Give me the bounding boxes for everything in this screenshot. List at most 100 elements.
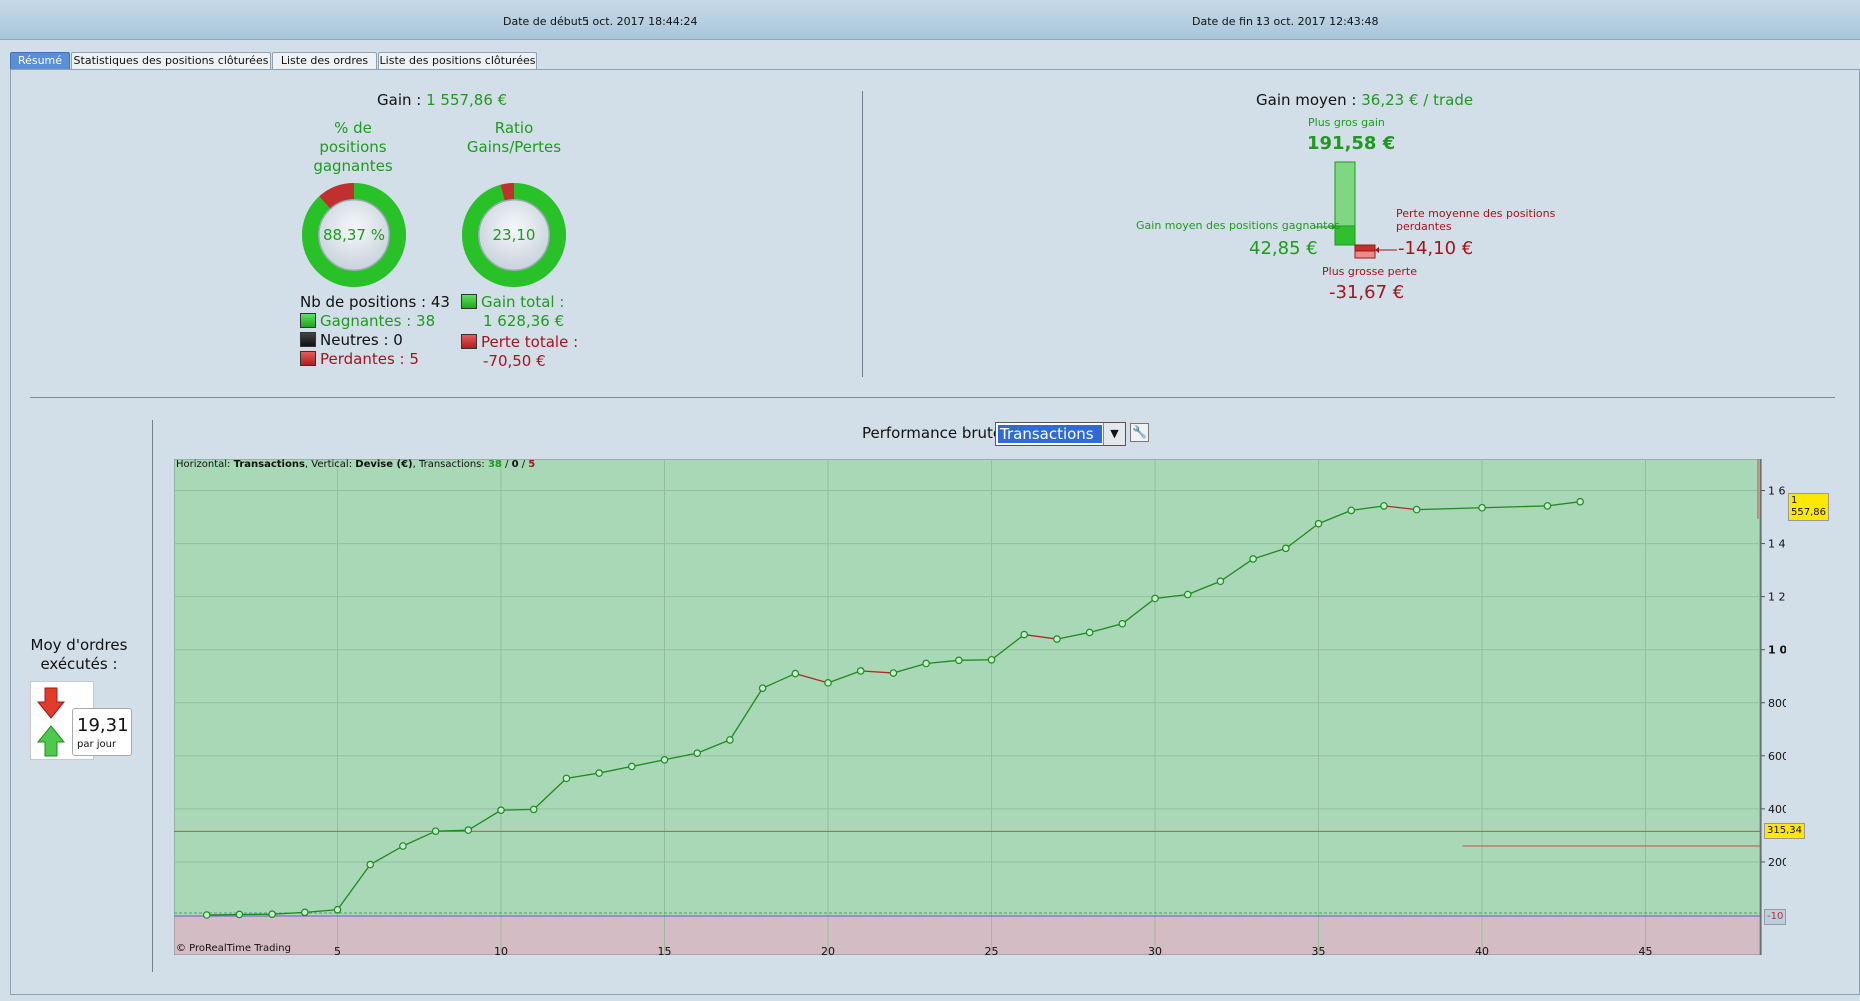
ratio-title: Ratio Gains/Pertes: [454, 119, 574, 157]
series-point: [595, 769, 603, 777]
pct-title-line1: % de: [334, 119, 372, 137]
series-segment: [336, 864, 371, 911]
tab-liste-ordres[interactable]: Liste des ordres: [272, 52, 377, 70]
arrow-left-icon: [1375, 247, 1397, 253]
green-square-icon: [461, 294, 477, 309]
black-square-icon: [300, 332, 316, 347]
series-segment: [369, 845, 404, 866]
series-segment: [1351, 505, 1385, 512]
series-point: [987, 655, 996, 664]
avg-loss-label: Perte moyenne des positions perdantes: [1396, 207, 1555, 233]
orders-title-line2: exécutés :: [40, 655, 118, 673]
series-point: [1478, 503, 1486, 512]
perte-totale-value: -70,50 €: [483, 352, 546, 370]
series-segment: [926, 659, 959, 665]
chart-left-divider: [152, 420, 153, 972]
series-point: [333, 905, 342, 914]
last-value-badge: 1 557,86: [1788, 493, 1829, 521]
series-point: [268, 910, 276, 919]
ratio-donut: 23,10: [462, 183, 566, 287]
info-win: 38: [487, 459, 502, 470]
info-sep-2: /: [518, 459, 529, 470]
series-segment: [304, 909, 338, 913]
orders-value: 19,31: [77, 715, 129, 736]
series-segment: [1416, 507, 1483, 511]
x-tick-label: 45: [1639, 945, 1653, 955]
series-point: [1412, 505, 1421, 514]
date-bar: Date de début : 5 oct. 2017 18:44:24 Dat…: [0, 0, 1860, 40]
perdantes-text: Perdantes : 5: [320, 350, 419, 368]
series-point: [693, 749, 702, 757]
pct-title-line3: gagnantes: [313, 157, 393, 175]
series-segment: [1121, 597, 1156, 625]
performance-select[interactable]: Transactions ▼: [995, 422, 1126, 446]
arrow-right-icon: [1314, 224, 1336, 230]
info-prefix: Horizontal:: [176, 459, 234, 470]
red-square-icon: [300, 351, 316, 366]
series-segment: [1547, 501, 1581, 507]
start-date-label: Date de début :: [503, 15, 590, 28]
avg-win-value: 42,85 €: [1249, 238, 1318, 259]
series-point: [726, 736, 734, 744]
series-point: [1314, 519, 1323, 528]
reference-value-badge: 315,34: [1764, 823, 1805, 840]
wrench-icon[interactable]: 🔧: [1130, 423, 1149, 442]
gain-value: 1 557,86 €: [426, 91, 508, 109]
y-tick-label: 1 400: [1768, 538, 1786, 551]
series-segment: [598, 765, 632, 774]
y-tick-label: 400: [1768, 803, 1786, 816]
series-segment: [467, 809, 502, 831]
start-date-value: 5 oct. 2017 18:44:24: [582, 15, 698, 28]
series-point: [464, 826, 473, 834]
series-segment: [860, 670, 894, 674]
series-point: [922, 659, 930, 668]
down-up-arrows-icon: [36, 687, 66, 757]
low-value-badge: -10: [1764, 909, 1787, 925]
series-segment: [1154, 593, 1188, 600]
series-point: [1216, 577, 1225, 586]
avg-gain-label: Gain moyen :: [1256, 91, 1357, 109]
gain-label: Gain :: [377, 91, 422, 109]
series-point: [1085, 628, 1094, 637]
avg-loss-label-line2: perdantes: [1396, 220, 1452, 233]
x-tick-label: 35: [1312, 945, 1326, 955]
y-tick-label: 1 600: [1768, 485, 1786, 498]
avg-loss-value: -14,10 €: [1398, 238, 1474, 259]
chevron-down-icon[interactable]: ▼: [1103, 423, 1125, 445]
info-mid: , Vertical:: [304, 459, 356, 470]
pct-title-line2: positions: [319, 138, 387, 156]
series-segment: [1187, 580, 1221, 596]
orders-title-line1: Moy d'ordres: [30, 636, 128, 654]
series-segment: [500, 808, 534, 811]
tab-liste-positions[interactable]: Liste des positions clôturées: [378, 52, 537, 70]
info-tx: , Transactions:: [412, 459, 488, 470]
series-point: [1347, 506, 1356, 515]
tab-resume[interactable]: Résumé: [10, 52, 70, 70]
green-square-icon: [300, 313, 316, 328]
series-point: [529, 805, 538, 814]
tab-statistiques[interactable]: Statistiques des positions clôturées: [71, 52, 271, 70]
series-point: [791, 669, 800, 678]
series-point: [1053, 635, 1061, 643]
orders-unit: par jour: [77, 739, 117, 750]
series-point: [235, 910, 244, 919]
avg-gain-value: 36,23 € / trade: [1361, 91, 1474, 109]
series-point: [1183, 590, 1192, 599]
series-point: [399, 842, 407, 850]
series-point: [955, 656, 963, 665]
series-segment: [631, 759, 665, 768]
chart-copyright: © ProRealTime Trading: [176, 943, 291, 954]
legend-perte-totale: Perte totale :: [461, 333, 578, 352]
series-segment: [827, 670, 861, 684]
series-point: [431, 827, 440, 835]
y-tick-label: 1 200: [1768, 591, 1786, 604]
positive-area: [174, 459, 1760, 915]
pct-title: % de positions gagnantes: [288, 119, 418, 176]
series-point: [1576, 497, 1584, 506]
x-tick-label: 15: [658, 945, 672, 955]
perte-totale-label: Perte totale :: [481, 333, 579, 351]
avg-loss-label-line1: Perte moyenne des positions: [1396, 207, 1556, 220]
y-tick-label: 200: [1768, 856, 1786, 869]
x-tick-label: 5: [334, 945, 341, 955]
